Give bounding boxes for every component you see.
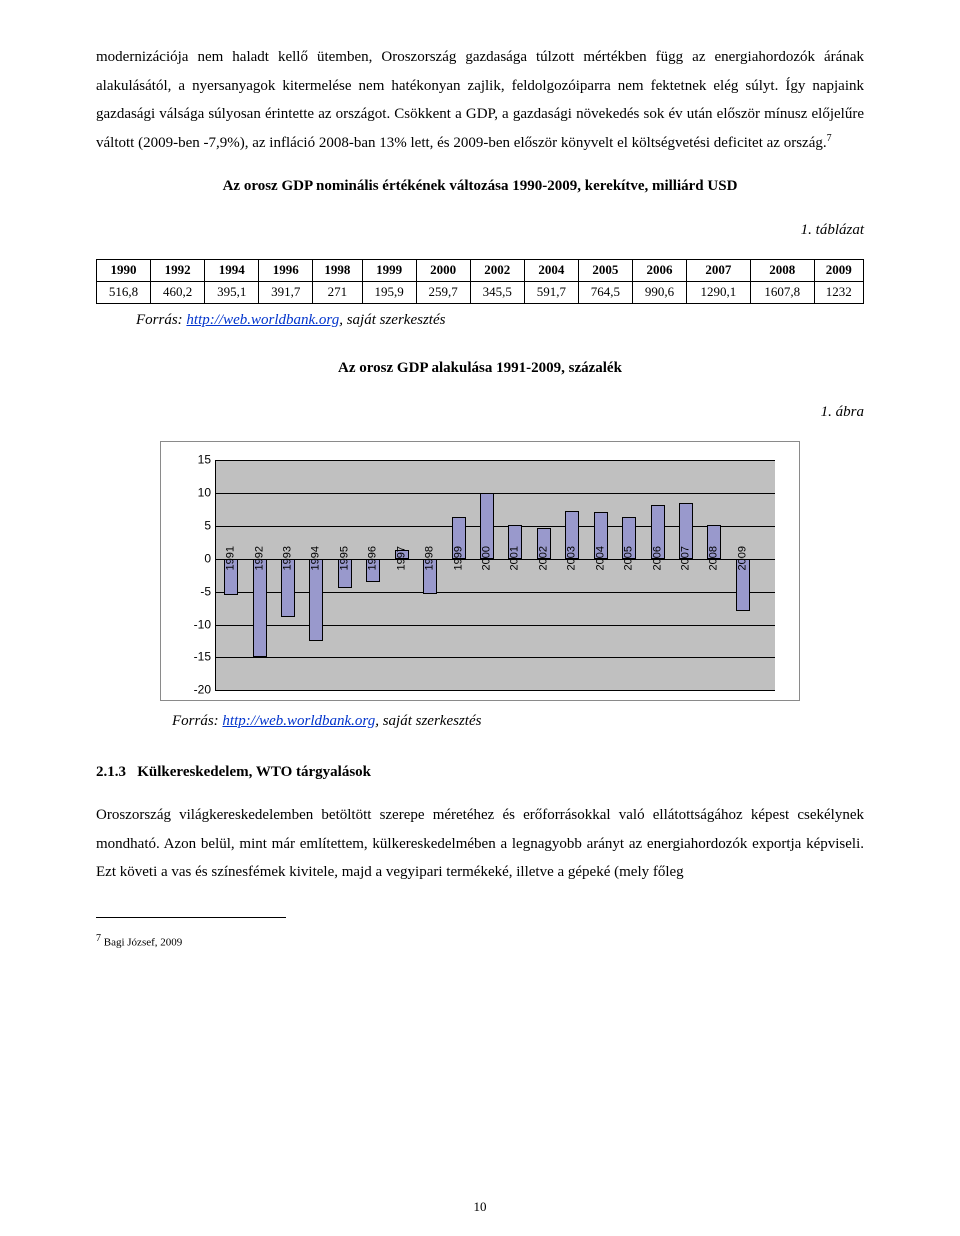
table-cell: 1607,8 bbox=[750, 281, 814, 303]
y-tick-label: -5 bbox=[175, 580, 217, 603]
y-tick-label: 10 bbox=[175, 482, 217, 505]
intro-text: modernizációja nem haladt kellő ütemben,… bbox=[96, 49, 864, 151]
x-tick-label: 2005 bbox=[619, 556, 640, 570]
plot-area: 1991 1992 1993 1994 1995 1996 1997 1998 1999 2000… bbox=[215, 460, 775, 690]
source-suffix: , saját szerkesztés bbox=[375, 713, 481, 729]
table-header-cell: 2008 bbox=[750, 260, 814, 282]
intro-paragraph: modernizációja nem haladt kellő ütemben,… bbox=[96, 43, 864, 157]
table-source: Forrás: http://web.worldbank.org, saját … bbox=[136, 306, 864, 335]
table-title: Az orosz GDP nominális értékének változá… bbox=[96, 172, 864, 201]
table-header-cell: 1994 bbox=[205, 260, 259, 282]
body-paragraph: Oroszország világkereskedelemben betöltö… bbox=[96, 801, 864, 887]
table-header-cell: 2006 bbox=[632, 260, 686, 282]
x-tick-label: 1994 bbox=[306, 556, 327, 570]
gdp-table: 1990199219941996199819992000200220042005… bbox=[96, 259, 864, 304]
table-row: 516,8460,2395,1391,7271195,9259,7345,559… bbox=[97, 281, 864, 303]
source-link[interactable]: http://web.worldbank.org bbox=[222, 713, 375, 729]
page-number: 10 bbox=[0, 1195, 960, 1220]
table-header-cell: 1998 bbox=[313, 260, 362, 282]
table-cell: 990,6 bbox=[632, 281, 686, 303]
y-axis: 151050-5-10-15-20 bbox=[175, 460, 215, 690]
x-tick-label: 1991 bbox=[221, 556, 242, 570]
x-tick-label: 1997 bbox=[391, 556, 412, 570]
table-header-cell: 2005 bbox=[578, 260, 632, 282]
table-cell: 271 bbox=[313, 281, 362, 303]
table-header-cell: 2004 bbox=[524, 260, 578, 282]
x-tick-label: 1996 bbox=[363, 556, 384, 570]
chart-source: Forrás: http://web.worldbank.org, saját … bbox=[172, 707, 864, 736]
table-header-cell: 1999 bbox=[362, 260, 416, 282]
gridline bbox=[215, 657, 775, 658]
table-subtitle: 1. táblázat bbox=[96, 216, 864, 245]
x-tick-label: 1993 bbox=[278, 556, 299, 570]
x-tick-label: 2003 bbox=[562, 556, 583, 570]
table-header-row: 1990199219941996199819992000200220042005… bbox=[97, 260, 864, 282]
y-tick-label: 5 bbox=[175, 515, 217, 538]
x-tick-label: 1992 bbox=[249, 556, 270, 570]
table-cell: 1290,1 bbox=[687, 281, 751, 303]
chart-title: Az orosz GDP alakulása 1991-2009, százal… bbox=[96, 354, 864, 383]
table-cell: 460,2 bbox=[151, 281, 205, 303]
y-tick-label: -20 bbox=[175, 679, 217, 702]
x-tick-label: 2001 bbox=[505, 556, 526, 570]
footnote-rule bbox=[96, 917, 286, 918]
gridline bbox=[215, 460, 775, 461]
table-header-cell: 2007 bbox=[687, 260, 751, 282]
table-header-cell: 2000 bbox=[416, 260, 470, 282]
table-cell: 391,7 bbox=[259, 281, 313, 303]
footnote-ref-7: 7 bbox=[827, 133, 832, 144]
table-header-cell: 2002 bbox=[470, 260, 524, 282]
x-tick-label: 1999 bbox=[448, 556, 469, 570]
y-tick-label: 0 bbox=[175, 547, 217, 570]
table-cell: 591,7 bbox=[524, 281, 578, 303]
table-cell: 345,5 bbox=[470, 281, 524, 303]
y-tick-label: 15 bbox=[175, 449, 217, 472]
table-header-cell: 1996 bbox=[259, 260, 313, 282]
bar bbox=[309, 559, 323, 641]
table-cell: 516,8 bbox=[97, 281, 151, 303]
x-tick-label: 2006 bbox=[647, 556, 668, 570]
x-tick-label: 2007 bbox=[675, 556, 696, 570]
x-tick-label: 2002 bbox=[533, 556, 554, 570]
footnote: 7 Bagi József, 2009 bbox=[96, 929, 864, 954]
gdp-chart: 151050-5-10-15-20 1991199219931994199519… bbox=[160, 441, 800, 701]
gridline bbox=[215, 493, 775, 494]
bar bbox=[253, 559, 267, 658]
gridline bbox=[215, 592, 775, 593]
table-cell: 1232 bbox=[814, 281, 863, 303]
x-tick-label: 2004 bbox=[590, 556, 611, 570]
x-tick-label: 2008 bbox=[704, 556, 725, 570]
table-cell: 259,7 bbox=[416, 281, 470, 303]
gridline bbox=[215, 690, 775, 691]
footnote-text: Bagi József, 2009 bbox=[101, 936, 182, 948]
table-header-cell: 2009 bbox=[814, 260, 863, 282]
table-cell: 764,5 bbox=[578, 281, 632, 303]
y-tick-label: -10 bbox=[175, 613, 217, 636]
table-header-cell: 1990 bbox=[97, 260, 151, 282]
section-heading: 2.1.3 Külkereskedelem, WTO tárgyalások bbox=[96, 758, 864, 787]
source-suffix: , saját szerkesztés bbox=[339, 312, 445, 328]
section-title: Külkereskedelem, WTO tárgyalások bbox=[137, 764, 371, 780]
source-link[interactable]: http://web.worldbank.org bbox=[186, 312, 339, 328]
x-tick-label: 1995 bbox=[334, 556, 355, 570]
gridline bbox=[215, 625, 775, 626]
x-tick-label: 1998 bbox=[420, 556, 441, 570]
source-prefix: Forrás: bbox=[136, 312, 186, 328]
x-tick-label: 2009 bbox=[732, 556, 753, 570]
x-tick-label: 2000 bbox=[477, 556, 498, 570]
section-number: 2.1.3 bbox=[96, 764, 126, 780]
table-header-cell: 1992 bbox=[151, 260, 205, 282]
chart-subtitle: 1. ábra bbox=[96, 398, 864, 427]
table-cell: 395,1 bbox=[205, 281, 259, 303]
source-prefix: Forrás: bbox=[172, 713, 222, 729]
y-tick-label: -15 bbox=[175, 646, 217, 669]
table-cell: 195,9 bbox=[362, 281, 416, 303]
